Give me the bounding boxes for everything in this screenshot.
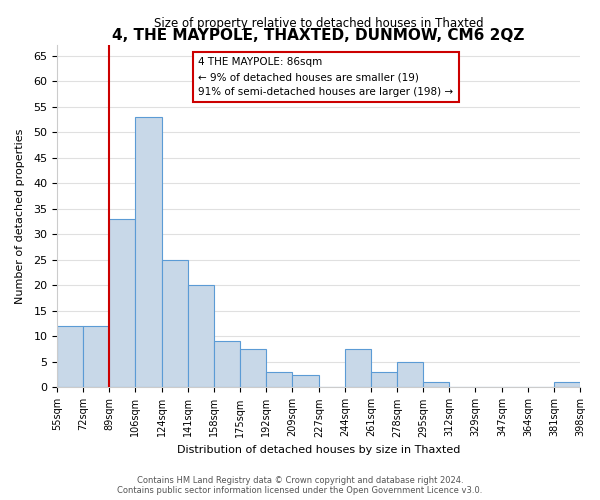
Text: 4 THE MAYPOLE: 86sqm
← 9% of detached houses are smaller (19)
91% of semi-detach: 4 THE MAYPOLE: 86sqm ← 9% of detached ho… [199,58,454,97]
Bar [163,260,188,388]
Y-axis label: Number of detached properties: Number of detached properties [15,128,25,304]
Text: Contains HM Land Registry data © Crown copyright and database right 2024.
Contai: Contains HM Land Registry data © Crown c… [118,476,482,495]
Bar [292,374,319,388]
Title: 4, THE MAYPOLE, THAXTED, DUNMOW, CM6 2QZ: 4, THE MAYPOLE, THAXTED, DUNMOW, CM6 2QZ [112,28,525,43]
Bar [188,286,214,388]
Bar [554,382,580,388]
Bar [135,117,163,388]
Bar [240,349,266,388]
Bar [266,372,292,388]
Bar [214,342,240,388]
X-axis label: Distribution of detached houses by size in Thaxted: Distribution of detached houses by size … [177,445,460,455]
Bar [397,362,423,388]
Bar [345,349,371,388]
Bar [57,326,83,388]
Bar [109,219,135,388]
Bar [423,382,449,388]
Text: Size of property relative to detached houses in Thaxted: Size of property relative to detached ho… [154,17,484,30]
Bar [83,326,109,388]
Bar [371,372,397,388]
